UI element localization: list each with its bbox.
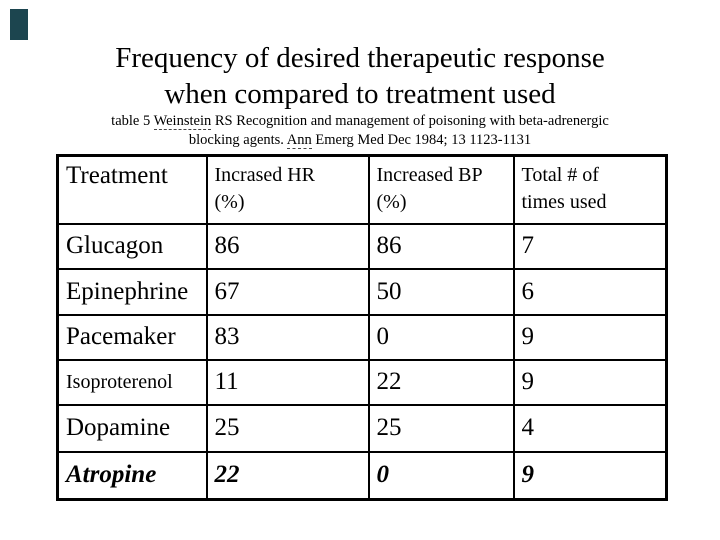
corner-accent-decoration	[10, 9, 28, 40]
cell-treatment: Dopamine	[56, 403, 208, 453]
citation-line-2: blocking agents. Ann Emerg Med Dec 1984;…	[0, 131, 720, 150]
cell-treatment: Pacemaker	[56, 313, 208, 361]
table-row-glucagon: Glucagon 86 86 7	[56, 222, 668, 270]
table-row-dopamine: Dopamine 25 25 4	[56, 403, 668, 453]
header-increased-bp: Increased BP (%)	[367, 154, 515, 225]
cell-increased-hr: 22	[205, 450, 370, 501]
cell-increased-hr: 67	[205, 267, 370, 316]
slide-title: Frequency of desired therapeutic respons…	[0, 40, 720, 112]
cell-increased-bp: 50	[367, 267, 515, 316]
table-row-epinephrine: Epinephrine 67 50 6	[56, 267, 668, 316]
table-row-atropine: Atropine 22 0 9	[56, 450, 668, 501]
table-header-row: Treatment Incrased HR (%) Increased BP (…	[56, 154, 668, 225]
cell-increased-bp: 22	[367, 358, 515, 406]
header-treatment: Treatment	[56, 154, 208, 225]
header-increased-hr: Incrased HR (%)	[205, 154, 370, 225]
cell-increased-bp: 0	[367, 313, 515, 361]
cell-times-used: 9	[512, 450, 668, 501]
cell-increased-bp: 25	[367, 403, 515, 453]
slide-title-line-1: Frequency of desired therapeutic respons…	[115, 42, 605, 74]
cell-treatment: Atropine	[56, 450, 208, 501]
citation-line-1: table 5 Weinstein RS Recognition and man…	[0, 112, 720, 131]
cell-times-used: 4	[512, 403, 668, 453]
cell-increased-hr: 25	[205, 403, 370, 453]
therapeutic-response-table: Treatment Incrased HR (%) Increased BP (…	[56, 154, 668, 501]
cell-treatment: Isoproterenol	[56, 358, 208, 406]
spellcheck-underlined-word: Ann	[286, 132, 312, 149]
header-times-used: Total # of times used	[512, 154, 668, 225]
table-row-isoproterenol: Isoproterenol 11 22 9	[56, 358, 668, 406]
cell-increased-bp: 0	[367, 450, 515, 501]
cell-treatment: Epinephrine	[56, 267, 208, 316]
cell-times-used: 9	[512, 313, 668, 361]
spellcheck-underlined-word: Weinstein	[153, 113, 212, 130]
cell-treatment: Glucagon	[56, 222, 208, 270]
table-row-pacemaker: Pacemaker 83 0 9	[56, 313, 668, 361]
slide-title-line-2: when compared to treatment used	[164, 78, 556, 110]
citation-line-1-post: RS Recognition and management of poisoni…	[211, 113, 609, 129]
cell-times-used: 7	[512, 222, 668, 270]
cell-increased-hr: 86	[205, 222, 370, 270]
cell-increased-hr: 11	[205, 358, 370, 406]
citation-line-2-pre: blocking agents.	[188, 132, 287, 148]
citation-line-2-post: Emerg Med Dec 1984; 13 1123-1131	[311, 132, 532, 148]
cell-increased-bp: 86	[367, 222, 515, 270]
cell-times-used: 6	[512, 267, 668, 316]
citation-text: table 5 Weinstein RS Recognition and man…	[0, 112, 720, 150]
citation-line-1-pre: table 5	[111, 113, 154, 129]
cell-increased-hr: 83	[205, 313, 370, 361]
cell-times-used: 9	[512, 358, 668, 406]
